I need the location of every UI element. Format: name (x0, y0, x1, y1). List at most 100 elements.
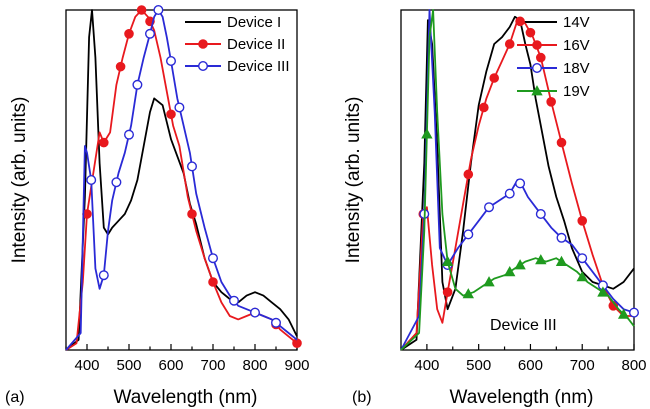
data-point (577, 253, 588, 264)
data-point (629, 307, 640, 318)
data-point (441, 255, 454, 267)
x-tick-label: 500 (116, 357, 141, 374)
data-point (153, 4, 164, 16)
legend-entry: Device III (185, 58, 290, 75)
data-point (504, 265, 516, 277)
data-point (556, 232, 567, 243)
legend-entry: Device II (185, 36, 285, 53)
data-point (136, 5, 147, 15)
legend-marker (197, 61, 208, 72)
legend-label: Device II (227, 36, 285, 53)
x-tick-label: 800 (242, 357, 267, 374)
y-axis-title: Intensity (arb. units) (9, 97, 30, 264)
data-point (115, 61, 126, 72)
data-point (463, 169, 474, 180)
legend-label: Device I (227, 14, 281, 31)
legend-marker (532, 40, 542, 50)
panel-b: 400 500 600 700 800 Wavelength (nm) Intensity … (343, 9, 647, 408)
series-line (65, 9, 298, 351)
series-14v (400, 15, 635, 351)
data-point (483, 276, 495, 287)
x-tick-label: 800 (621, 357, 646, 374)
data-point (123, 129, 134, 140)
data-point (514, 259, 526, 270)
legend-label: 18V (563, 60, 590, 77)
data-point (462, 288, 474, 299)
series-line (400, 19, 634, 351)
data-point (98, 270, 109, 281)
data-point (576, 271, 588, 282)
x-axis-title: Wavelength (nm) (114, 387, 258, 408)
x-tick-label: 400 (74, 357, 99, 374)
data-point (536, 52, 546, 63)
data-point (504, 39, 515, 49)
x-axis-title: Wavelength (nm) (450, 387, 594, 408)
x-tick-label: 400 (414, 357, 439, 374)
panel-a: 400 500 600 700 800 900 Wavelength (nm) Intensi… (5, 4, 310, 408)
data-point (546, 97, 556, 107)
panel-label: (a) (5, 389, 25, 406)
annotation-text: Device III (490, 317, 557, 334)
data-point (271, 317, 282, 328)
legend-entry: Device I (185, 14, 281, 31)
data-point (132, 79, 143, 90)
legend-entry: 16V (517, 37, 590, 54)
data-point (111, 177, 122, 188)
series-16v (400, 16, 634, 351)
series-line (400, 9, 635, 351)
data-point (165, 56, 176, 67)
series-device-iii (65, 4, 298, 351)
data-point (421, 128, 433, 139)
x-tick-label: 700 (200, 357, 225, 374)
series-line (400, 15, 635, 351)
data-point (463, 229, 474, 240)
legend-marker (198, 39, 208, 49)
data-point (504, 188, 515, 199)
data-point (479, 102, 489, 113)
data-point (208, 277, 218, 287)
data-point (187, 209, 197, 219)
plot-frame (400, 9, 635, 351)
legend-label: 19V (563, 83, 590, 100)
data-point (292, 338, 302, 349)
data-point (144, 28, 155, 39)
data-point (166, 109, 176, 120)
data-point (249, 307, 260, 318)
series-device-i (65, 9, 298, 351)
y-axis-title: Intensity (arb. units) (343, 97, 364, 264)
legend-label: 14V (563, 14, 590, 31)
legend-label: 16V (563, 37, 590, 54)
data-point (484, 202, 495, 213)
legend-entry: 19V (517, 83, 590, 100)
data-point (442, 287, 453, 298)
data-point (556, 137, 567, 148)
data-point (535, 254, 547, 265)
data-point (577, 216, 588, 226)
series-line (65, 9, 298, 351)
legend-marker (532, 63, 543, 74)
data-point (597, 286, 609, 297)
x-tick-label: 900 (284, 357, 309, 374)
data-point (555, 255, 568, 267)
data-point (174, 102, 185, 113)
data-point (515, 16, 525, 27)
data-point (525, 27, 536, 38)
data-point (489, 73, 500, 83)
plot-frame (65, 9, 298, 351)
data-point (86, 174, 97, 185)
legend-label: Device III (227, 58, 290, 75)
x-tick-label: 600 (518, 357, 543, 374)
data-point (535, 208, 546, 219)
data-point (515, 178, 526, 189)
x-tick-label: 500 (466, 357, 491, 374)
data-point (207, 253, 218, 264)
data-point (124, 29, 134, 39)
series-19v (400, 9, 635, 351)
x-tick-label: 600 (158, 357, 183, 374)
data-point (228, 295, 239, 306)
legend-entry: 18V (517, 60, 590, 77)
data-point (99, 137, 109, 148)
legend-marker (531, 85, 543, 96)
data-point (617, 308, 630, 319)
